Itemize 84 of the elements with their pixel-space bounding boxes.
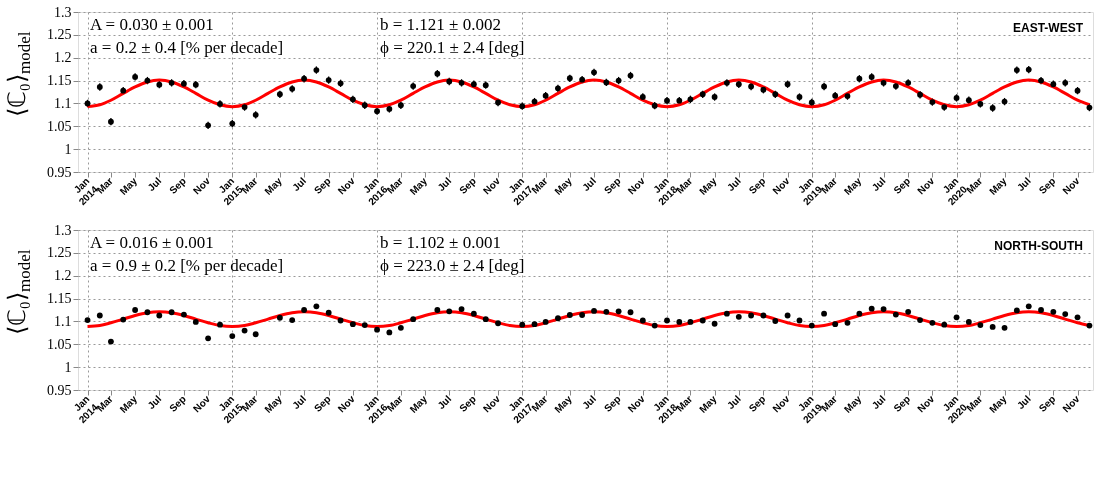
x-tick-label: Jul — [1014, 393, 1033, 412]
y-tick-label: 0.95 — [47, 164, 72, 180]
y-tick-label: 1.15 — [47, 73, 72, 89]
x-tick-label: May — [841, 174, 864, 197]
x-tick-label: Sep — [891, 393, 913, 415]
y-tick-label: 1.3 — [54, 222, 72, 238]
x-tick-label: Jul — [580, 175, 599, 194]
x-tick-label: Sep — [891, 175, 913, 197]
x-tick-label: Nov — [190, 392, 213, 415]
x-tick-label: Jul — [724, 393, 743, 412]
annotation: A = 0.030 ± 0.001 — [90, 15, 214, 34]
x-tick-label: Jul — [869, 175, 888, 194]
y-tick-label: 1 — [64, 359, 72, 375]
x-tick-label: Jul — [1014, 175, 1033, 194]
annotation: a = 0.2 ± 0.4 [% per decade] — [90, 38, 284, 57]
x-tick-label: May — [262, 174, 285, 197]
x-tick-label: Nov — [625, 174, 648, 197]
x-tick-label: Sep — [601, 393, 623, 415]
x-tick-label: Jul — [290, 393, 309, 412]
x-tick-label: May — [117, 174, 140, 197]
x-tick-label: Nov — [770, 174, 792, 197]
x-tick-label: Nov — [625, 392, 648, 415]
annotation: ϕ = 220.1 ± 2.4 [deg] — [380, 38, 525, 57]
y-tick-label: 1.05 — [47, 118, 72, 134]
x-tick-label: May — [407, 174, 430, 197]
x-tick-label: Nov — [915, 174, 937, 197]
x-tick-label: Nov — [1060, 392, 1082, 415]
y-tick-label: 1.1 — [54, 313, 72, 329]
x-tick-label: May — [697, 392, 719, 415]
x-tick-label: Sep — [311, 393, 333, 415]
x-tick-label: Nov — [335, 392, 358, 415]
x-tick-label: Nov — [480, 392, 503, 415]
x-tick-label: Jul — [290, 175, 309, 194]
x-tick-label: Jul — [580, 393, 599, 412]
y-tick-label: 1.05 — [47, 336, 72, 352]
x-tick-label: Jul — [145, 175, 164, 194]
x-tick-label: Sep — [167, 393, 188, 415]
x-tick-label: Sep — [601, 175, 623, 197]
text: EAST-WEST — [1012, 21, 1084, 35]
annotation: a = 0.9 ± 0.2 [% per decade] — [90, 256, 284, 275]
text: NORTH-SOUTH — [994, 239, 1083, 253]
y-tick-label: 1.2 — [54, 268, 72, 284]
annotation: ϕ = 223.0 ± 2.4 [deg] — [380, 256, 525, 275]
x-tick-label: May — [987, 174, 1009, 197]
y-axis-title: ⟨ℂ₀⟩model — [4, 249, 34, 336]
x-tick-label: Jul — [145, 393, 164, 412]
y-tick-label: 1.25 — [47, 27, 72, 43]
annotation: b = 1.102 ± 0.001 — [380, 233, 501, 252]
y-tick-label: 1.2 — [54, 50, 72, 66]
x-tick-label: Sep — [1036, 393, 1058, 415]
x-tick-label: Sep — [457, 393, 478, 415]
x-tick-label: May — [697, 174, 719, 197]
y-tick-label: 1.25 — [47, 245, 72, 261]
x-tick-label: Nov — [770, 392, 792, 415]
x-tick-label: Nov — [915, 392, 937, 415]
x-tick-label: Nov — [480, 174, 503, 197]
y-tick-label: 1.1 — [54, 95, 72, 111]
y-axis-title: ⟨ℂ₀⟩model — [4, 31, 34, 118]
x-tick-label: Sep — [457, 175, 478, 197]
y-tick-label: 0.95 — [47, 382, 72, 398]
x-tick-label: Jul — [435, 393, 454, 412]
x-tick-label: Nov — [335, 174, 358, 197]
x-tick-label: May — [552, 174, 575, 197]
annotation: b = 1.121 ± 0.002 — [380, 15, 501, 34]
y-tick-label: 1.3 — [54, 4, 72, 20]
annotation: A = 0.016 ± 0.001 — [90, 233, 214, 252]
x-tick-label: May — [552, 392, 575, 415]
x-tick-label: Sep — [167, 175, 188, 197]
x-tick-label: Jul — [869, 393, 888, 412]
x-tick-label: Nov — [190, 174, 213, 197]
x-tick-label: Jul — [724, 175, 743, 194]
x-tick-label: May — [407, 392, 430, 415]
x-tick-label: May — [841, 392, 864, 415]
y-tick-label: 1.15 — [47, 291, 72, 307]
x-tick-label: Sep — [746, 393, 768, 415]
x-tick-label: May — [262, 392, 285, 415]
x-tick-label: Sep — [1036, 175, 1058, 197]
x-tick-label: May — [987, 392, 1009, 415]
x-tick-label: Jul — [435, 175, 454, 194]
x-tick-label: May — [117, 392, 140, 415]
x-tick-label: Sep — [746, 175, 768, 197]
x-tick-label: Sep — [311, 175, 333, 197]
y-tick-label: 1 — [64, 141, 72, 157]
x-tick-label: Nov — [1060, 174, 1082, 197]
